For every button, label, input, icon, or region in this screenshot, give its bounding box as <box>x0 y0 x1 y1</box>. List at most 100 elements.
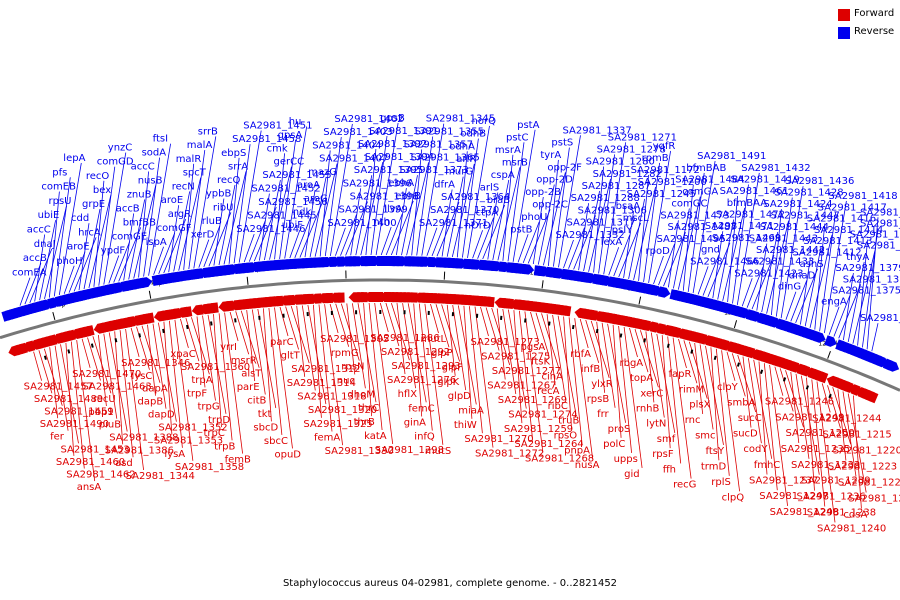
feature-marker <box>805 385 810 390</box>
feature-marker <box>571 324 575 330</box>
forward-gene-label: xpaC <box>170 349 195 360</box>
reverse-gene-label: accB <box>116 203 140 214</box>
leader-line <box>39 220 56 301</box>
leader-line <box>721 350 740 492</box>
leader-line <box>775 197 793 317</box>
leader-line <box>87 337 101 381</box>
leader-line <box>692 161 716 294</box>
reverse-gene-label: SA2981_1396 <box>343 178 412 189</box>
leader-line <box>751 254 775 310</box>
forward-gene-label: ribC <box>548 401 568 412</box>
reverse-gene-label: opp-2F <box>547 162 582 173</box>
leader-line <box>568 227 585 269</box>
forward-gene-label: SA2981_1298 <box>375 445 444 456</box>
reverse-gene-label: psIY <box>612 225 634 236</box>
leader-line <box>608 247 620 276</box>
forward-gene-label: sbcC <box>264 436 288 447</box>
leader-line <box>174 319 194 461</box>
leader-line <box>795 373 810 459</box>
reverse-gene-label: SA2981_1404 <box>312 140 381 151</box>
leader-line <box>648 150 671 283</box>
reverse-gene-label: SA2981_1278 <box>597 144 666 155</box>
reverse-gene-label: cspA <box>491 170 515 181</box>
leader-line <box>228 157 240 264</box>
leader-line <box>553 147 570 267</box>
leader-line <box>537 184 555 265</box>
reverse-gene-label: ypdF <box>101 246 126 257</box>
leader-line <box>446 176 464 257</box>
leader-line <box>800 257 811 325</box>
leader-line <box>143 157 160 277</box>
leader-line <box>335 303 350 347</box>
leader-line <box>717 219 735 300</box>
leader-line <box>871 323 879 352</box>
forward-gene-label: smf <box>657 434 676 445</box>
reverse-gene <box>813 331 826 343</box>
forward-gene-label: rbgA <box>620 358 644 369</box>
forward-gene <box>123 316 136 328</box>
forward-gene-label: SA2981_1250 <box>786 428 855 439</box>
forward-gene <box>180 306 193 318</box>
reverse-gene-label: malA <box>187 140 213 151</box>
leader-line <box>535 312 550 356</box>
forward-gene-label: SA2981_1318 <box>297 391 366 402</box>
reverse-gene-label: SA2981_1282 <box>593 169 662 180</box>
reverse-gene-label: SA2981_1288 <box>571 193 640 204</box>
leader-line <box>463 305 473 419</box>
leader-line <box>411 149 423 256</box>
leader-line <box>213 314 222 428</box>
leader-line <box>687 172 705 292</box>
reverse-gene-label: lepA <box>63 153 85 164</box>
reverse-gene-label: dfrA <box>434 180 455 191</box>
leader-line <box>180 318 189 349</box>
leader-line <box>363 303 372 417</box>
reverse-gene-label: arlS <box>480 183 499 194</box>
leader-line <box>421 123 445 256</box>
leader-line <box>431 214 449 257</box>
leader-line <box>44 205 67 299</box>
leader-line <box>618 222 642 278</box>
reverse-gene-label: SA2981_1433 <box>745 257 814 268</box>
reverse-gene-label: SA2981_1385 <box>860 207 900 218</box>
leader-line <box>152 323 167 409</box>
leader-line <box>497 167 521 261</box>
leader-line <box>771 209 782 316</box>
reverse-gene-label: SA2981_1384 <box>860 218 900 229</box>
reverse-gene-label: pfs <box>52 167 67 178</box>
forward-gene-label: thiW <box>454 420 477 431</box>
leader-line <box>178 177 202 271</box>
forward-gene-label: SA2981_1275 <box>481 352 550 363</box>
reverse-gene-label: dnaD <box>789 270 816 281</box>
reverse-gene-label: gpsA <box>278 130 303 141</box>
reverse-gene-label: SA2981_1458 <box>232 134 301 145</box>
reverse-gene-label: comGA <box>682 187 718 198</box>
leader-line <box>668 220 679 288</box>
reverse-gene-label: recO <box>86 171 110 182</box>
leader-line <box>552 314 566 400</box>
leader-line <box>138 171 149 278</box>
reverse-gene-label: bex <box>93 185 111 196</box>
leader-line <box>699 344 714 430</box>
reverse-gene-label: accB <box>23 253 47 264</box>
forward-gene-label: SA2981_1352 <box>158 423 227 434</box>
leader-line <box>852 250 876 344</box>
leader-line <box>634 328 649 373</box>
leader-line <box>623 326 643 468</box>
reverse-gene-label: rpsU <box>49 196 72 207</box>
feature-marker <box>736 362 740 367</box>
forward-gene-label: SA2981_1236 <box>797 492 866 503</box>
leader-line <box>198 239 210 268</box>
leader-line <box>742 356 752 428</box>
reverse-gene-label: SA2981_1399 <box>339 205 408 216</box>
reverse-gene-label: odhA <box>449 141 475 152</box>
leader-line <box>309 176 327 257</box>
forward-gene-label: parC <box>270 337 294 348</box>
reverse-gene-label: SA2981_1436 <box>785 176 854 187</box>
leader-line <box>54 345 69 431</box>
leader-line <box>318 304 333 432</box>
leader-line <box>623 210 634 278</box>
leader-line <box>49 191 60 298</box>
leader-line <box>800 375 820 475</box>
forward-gene-label: nusA <box>575 460 600 471</box>
forward-gene <box>585 309 598 321</box>
